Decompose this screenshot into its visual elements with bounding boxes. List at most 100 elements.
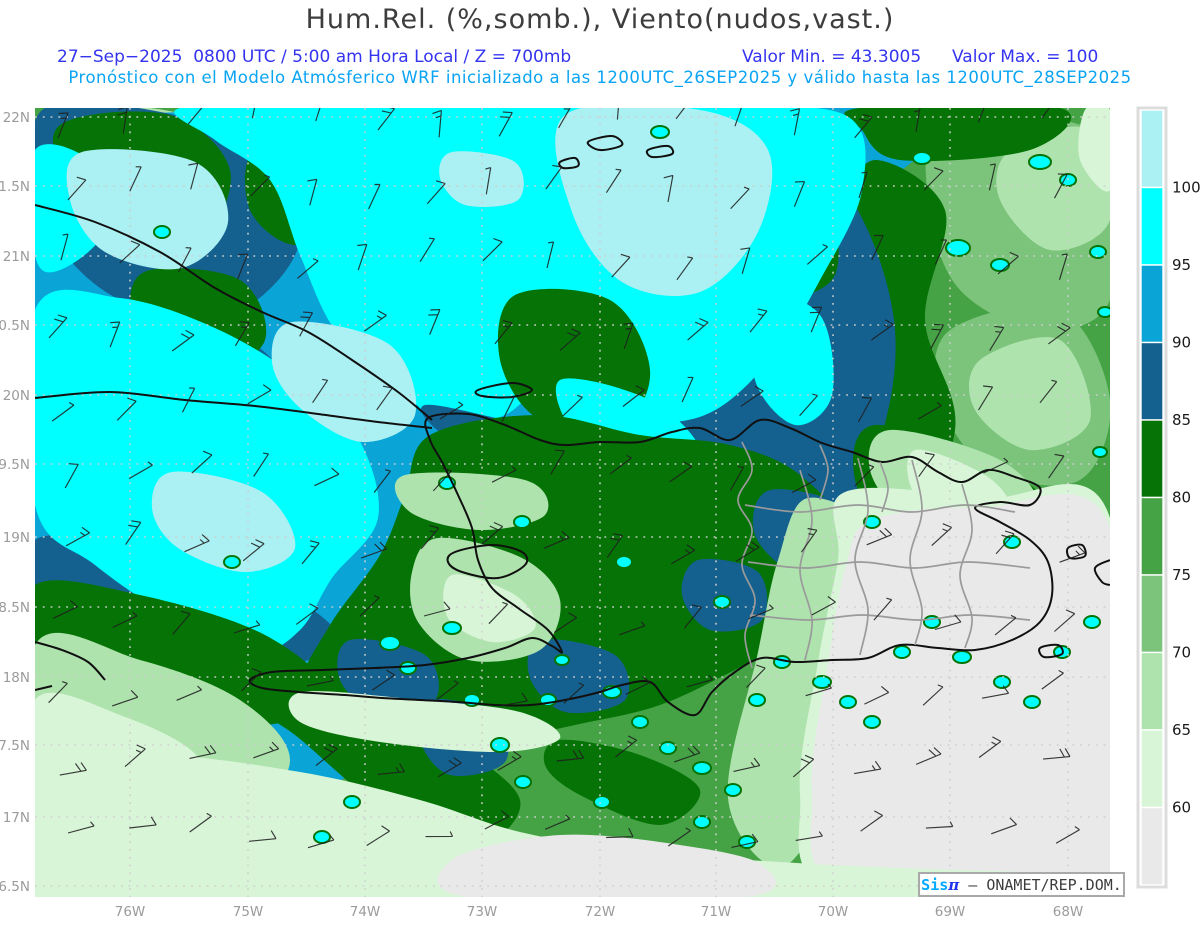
wind-barb — [545, 164, 563, 190]
wind-barb — [423, 601, 451, 617]
model-info-line: Pronóstico con el Modelo Atmósferico WRF… — [68, 68, 1132, 87]
wind-barb — [315, 743, 338, 766]
coastline — [1038, 643, 1064, 659]
colorbar-label: 65 — [1172, 721, 1191, 739]
humidity-spot — [1092, 446, 1108, 458]
wind-barb — [376, 385, 393, 411]
wind-barb — [176, 685, 202, 701]
humidity-spot — [893, 645, 911, 659]
province-border — [749, 614, 1031, 621]
wind-barb — [129, 816, 157, 829]
wind-barb — [606, 533, 624, 558]
province-border — [959, 483, 973, 649]
x-axis-label: 75W — [233, 904, 264, 920]
wind-barb — [671, 544, 696, 565]
wind-barb — [989, 325, 1005, 351]
x-axis-label: 73W — [467, 904, 498, 920]
coastline — [1066, 543, 1087, 560]
wind-barb — [359, 595, 380, 617]
wind-barb — [482, 237, 503, 262]
wind-barb — [854, 114, 873, 139]
wind-barb — [800, 527, 818, 553]
wind-barb — [977, 108, 985, 123]
y-axis-label: 22N — [3, 110, 30, 126]
humidity-spot — [615, 555, 633, 569]
humidity-spot — [993, 675, 1011, 689]
province-border — [909, 459, 923, 646]
wind-barb — [997, 251, 1019, 275]
wind-barb — [622, 385, 645, 407]
humidity-spot — [724, 783, 742, 797]
humidity-spot — [692, 761, 712, 775]
wind-barb — [172, 610, 191, 635]
wind-barb — [241, 668, 262, 692]
humidity-spot — [738, 835, 756, 849]
province-border — [819, 444, 829, 501]
coastline — [35, 641, 106, 681]
humidity-spot — [713, 595, 731, 609]
wind-barb — [251, 108, 256, 119]
humidity-spot — [863, 715, 881, 729]
wind-barb — [125, 520, 142, 545]
y-axis-label: 18N — [3, 670, 30, 686]
wind-barb — [995, 530, 1015, 555]
wind-barb — [314, 467, 340, 487]
wind-barb — [858, 171, 868, 199]
wind-barb — [48, 314, 68, 339]
wind-barb — [500, 692, 528, 707]
wind-barb — [663, 174, 674, 203]
humidity-spot — [839, 695, 857, 709]
coastline — [586, 134, 624, 152]
wind-barb — [911, 108, 921, 132]
wind-barb — [981, 685, 1010, 699]
x-axis-label: 74W — [350, 904, 381, 920]
colorbar-label: 60 — [1172, 799, 1191, 817]
province-border — [744, 504, 1016, 513]
wind-barb — [371, 669, 396, 691]
coastline — [645, 144, 675, 159]
y-axis-label: 19N — [3, 530, 30, 546]
coastline — [446, 543, 529, 580]
wind-barb — [978, 385, 994, 411]
wind-barb — [307, 835, 335, 849]
wind-barb — [437, 757, 462, 778]
wind-barb — [57, 112, 69, 139]
wind-barb — [623, 322, 634, 349]
wind-barb — [485, 167, 492, 195]
y-axis-label: 1.5N — [0, 179, 30, 195]
colorbar-cell — [1140, 729, 1164, 809]
colorbar-label: 70 — [1172, 644, 1191, 662]
wind-barb — [923, 167, 944, 191]
wind-barb — [488, 601, 509, 625]
humidity-region-lt60 — [437, 834, 776, 897]
valid-time-text: 27−Sep−2025 0800 UTC / 5:00 am Hora Loca… — [57, 47, 572, 67]
wind-barb — [109, 321, 121, 348]
y-axis-label: 8.5N — [0, 600, 30, 616]
colorbar-label: 100 — [1172, 179, 1200, 197]
humidity-region-c100 — [66, 149, 229, 270]
wind-barb — [357, 243, 368, 271]
wind-barb — [994, 614, 1017, 636]
province-border — [854, 457, 869, 656]
wind-barb — [748, 604, 774, 620]
wind-barb — [609, 454, 632, 475]
coastline — [474, 381, 534, 399]
wind-barb — [615, 735, 637, 758]
wind-barb — [871, 319, 894, 341]
wind-barb — [805, 683, 832, 697]
wind-barb — [562, 394, 583, 417]
wind-barb — [247, 384, 272, 405]
wind-barb — [625, 676, 651, 695]
wind-barb — [242, 539, 265, 562]
wind-barb — [129, 166, 142, 192]
wind-barb — [799, 393, 818, 417]
wind-barb — [373, 469, 391, 493]
humidity-spot — [513, 515, 531, 529]
wind-barb — [606, 827, 634, 839]
wind-barb — [189, 812, 212, 833]
y-axis-label: 6.5N — [0, 879, 30, 895]
wind-barb — [237, 253, 249, 280]
humidity-spot — [442, 621, 462, 635]
humidity-spot — [554, 654, 570, 666]
wind-barb — [556, 749, 585, 762]
